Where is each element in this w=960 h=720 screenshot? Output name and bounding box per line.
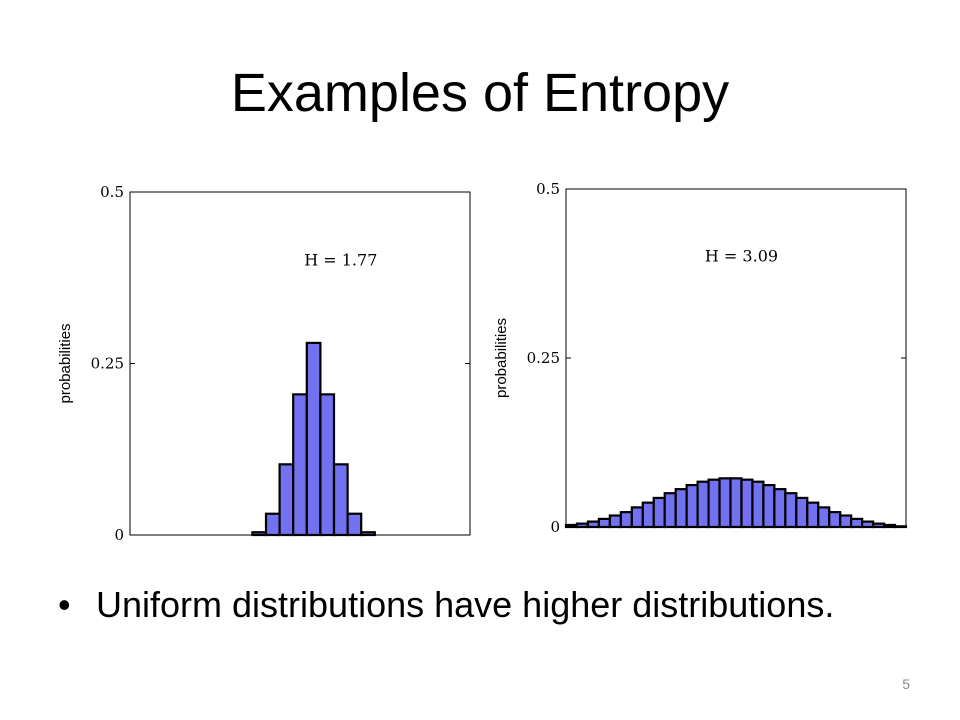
chart-right-bar [685,483,699,529]
chart-left-bar [278,463,295,537]
chart-left-ytick-label: 0 [114,526,124,544]
slide-number: 5 [902,676,910,692]
chart-right-bar [806,501,820,529]
chart-right: 0 0.25 0.5 H = 3.09 probabilities [480,160,950,555]
chart-right-bar [696,480,710,529]
chart-right-ytick-label: 0.5 [536,180,560,198]
slide-title: Examples of Entropy [230,63,730,123]
chart-right-bar [641,501,655,529]
chart-right-bar [575,522,590,529]
chart-left-ytick-label: 0.25 [91,355,124,373]
chart-left-bar [264,512,281,537]
chart-left-ylabel: probabilities [57,323,74,403]
chart-right-svg: 0 0.25 0.5 H = 3.09 probabilities [493,180,908,536]
chart-right-bar [773,488,787,529]
chart-right-bar [597,517,611,529]
chart-right-bar [872,522,886,529]
chart-right-bar [619,511,633,529]
chart-right-ytick-label: 0 [550,518,560,536]
chart-left-bar [332,463,349,537]
chart-right-bar [729,477,743,529]
chart-right-bar [740,478,754,529]
chart-right-bar [674,488,688,529]
chart-right-bar [861,520,875,529]
chart-right-bar [652,496,666,529]
chart-right-bar [608,514,622,529]
chart-left-svg: 0 0.25 0.5 H = 1.77 probabilities [57,183,471,544]
chart-left-bar [346,512,363,537]
chart-right-bar [817,506,831,529]
chart-right-bar [751,480,765,529]
chart-right-entropy-annotation: H = 3.09 [705,247,778,266]
chart-right-bar [707,478,721,529]
chart-left-entropy-annotation: H = 1.77 [304,251,377,270]
chart-left-bar [305,341,322,537]
chart-left-ytick-label: 0.5 [100,183,124,201]
chart-right-bar [586,520,601,529]
bullet-item: • Uniform distributions have higher dist… [58,582,878,627]
chart-right-bar [784,492,798,529]
chart-right-bar [828,511,842,529]
chart-right-ylabel: probabilities [493,318,510,398]
chart-right-axes-frame [565,188,907,528]
chart-right-bar [762,483,776,529]
chart-left: 0 0.25 0.5 H = 1.77 probabilities [40,160,490,555]
chart-right-bar [839,514,853,529]
chart-left-bar [292,393,308,537]
chart-right-bar [718,477,732,529]
chart-right-ytick-label: 0.25 [527,349,560,367]
chart-right-bar [630,506,644,529]
chart-right-bar [795,496,809,529]
chart-right-bar [850,517,864,529]
chart-left-bar [319,393,336,537]
chart-right-bar [663,492,677,529]
bullet-text: Uniform distributions have higher distri… [96,584,835,625]
bullet-dot-icon: • [58,584,71,625]
